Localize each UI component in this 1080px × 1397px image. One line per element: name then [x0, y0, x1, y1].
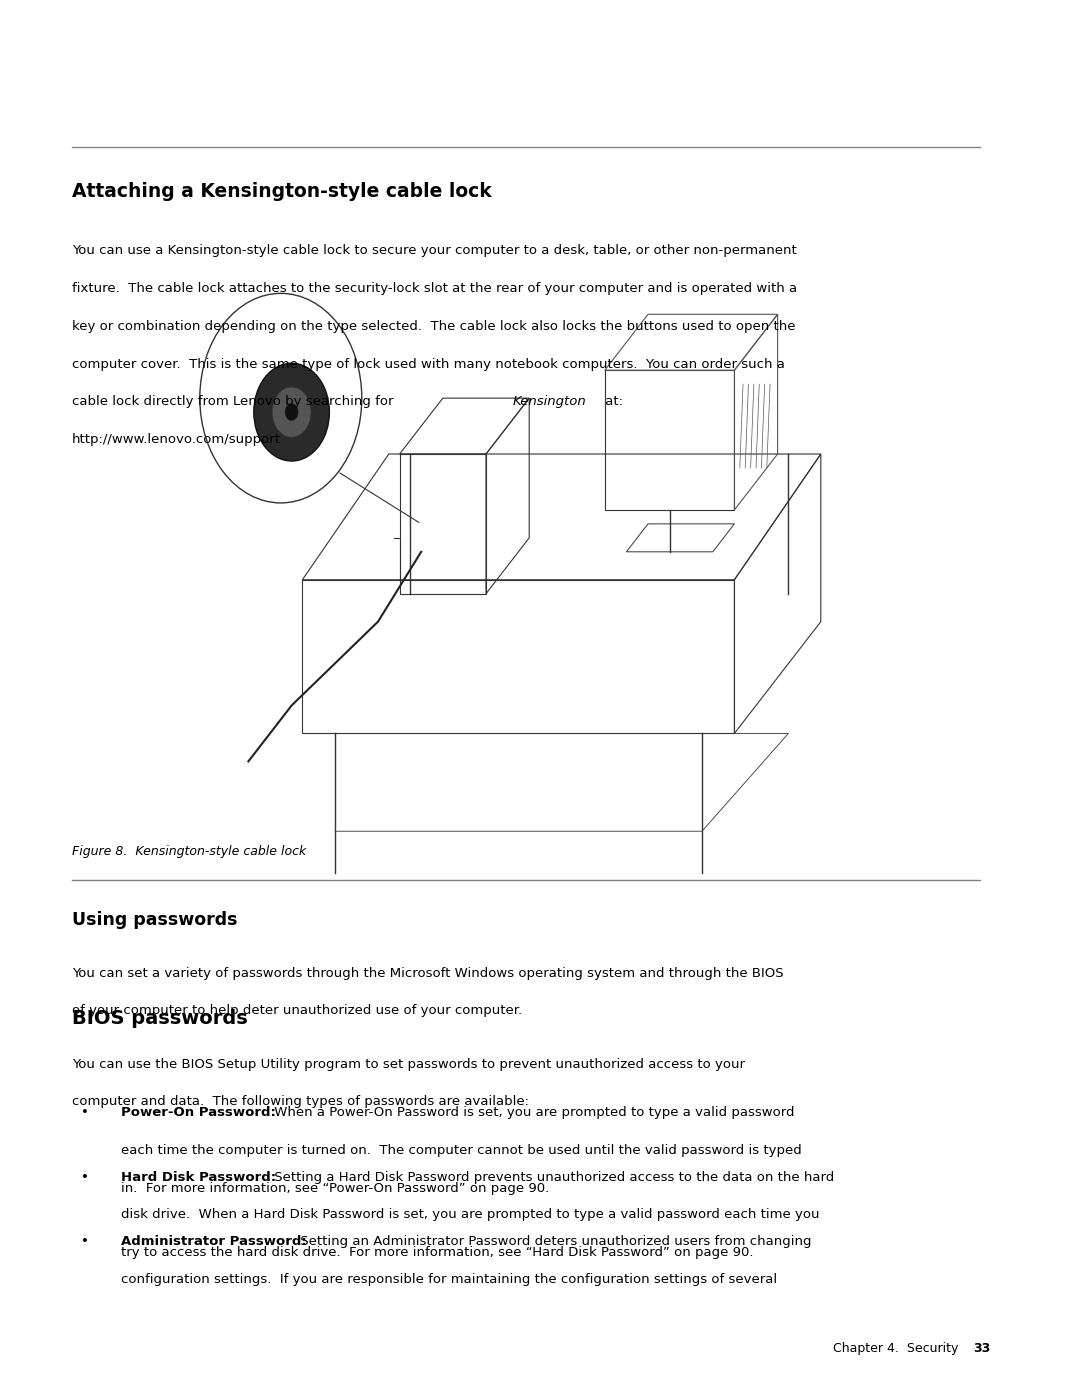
Text: When a Power-On Password is set, you are prompted to type a valid password: When a Power-On Password is set, you are…	[270, 1106, 794, 1119]
Text: •: •	[81, 1171, 89, 1183]
Text: Attaching a Kensington-style cable lock: Attaching a Kensington-style cable lock	[72, 182, 491, 201]
Text: disk drive.  When a Hard Disk Password is set, you are prompted to type a valid : disk drive. When a Hard Disk Password is…	[121, 1208, 819, 1221]
Text: computer and data.  The following types of passwords are available:: computer and data. The following types o…	[72, 1095, 529, 1108]
Text: of your computer to help deter unauthorized use of your computer.: of your computer to help deter unauthori…	[72, 1004, 522, 1017]
Text: http://www.lenovo.com/support: http://www.lenovo.com/support	[72, 433, 281, 446]
Text: You can use a Kensington-style cable lock to secure your computer to a desk, tab: You can use a Kensington-style cable loc…	[72, 244, 797, 257]
Text: at:: at:	[602, 395, 623, 408]
Text: cable lock directly from Lenovo by searching for: cable lock directly from Lenovo by searc…	[72, 395, 397, 408]
Circle shape	[254, 363, 329, 461]
Text: each time the computer is turned on.  The computer cannot be used until the vali: each time the computer is turned on. The…	[121, 1144, 801, 1157]
Text: Kensington: Kensington	[513, 395, 586, 408]
Text: computer cover.  This is the same type of lock used with many notebook computers: computer cover. This is the same type of…	[72, 358, 785, 370]
Text: Figure 8.  Kensington-style cable lock: Figure 8. Kensington-style cable lock	[72, 845, 307, 858]
Circle shape	[272, 387, 311, 437]
Text: Administrator Password:: Administrator Password:	[121, 1235, 307, 1248]
Text: 33: 33	[973, 1343, 990, 1355]
Text: You can use the BIOS Setup Utility program to set passwords to prevent unauthori: You can use the BIOS Setup Utility progr…	[72, 1058, 745, 1070]
Text: in.  For more information, see “Power-On Password” on page 90.: in. For more information, see “Power-On …	[121, 1182, 549, 1194]
Text: key or combination depending on the type selected.  The cable lock also locks th: key or combination depending on the type…	[72, 320, 796, 332]
Text: try to access the hard disk drive.  For more information, see “Hard Disk Passwor: try to access the hard disk drive. For m…	[121, 1246, 753, 1259]
Circle shape	[285, 404, 298, 420]
Text: fixture.  The cable lock attaches to the security-lock slot at the rear of your : fixture. The cable lock attaches to the …	[72, 282, 797, 295]
Text: Hard Disk Password:: Hard Disk Password:	[121, 1171, 275, 1183]
Text: Setting a Hard Disk Password prevents unauthorized access to the data on the har: Setting a Hard Disk Password prevents un…	[270, 1171, 834, 1183]
Text: Power-On Password:: Power-On Password:	[121, 1106, 275, 1119]
Text: configuration settings.  If you are responsible for maintaining the configuratio: configuration settings. If you are respo…	[121, 1273, 777, 1285]
Text: BIOS passwords: BIOS passwords	[72, 1009, 247, 1028]
Text: Chapter 4.  Security: Chapter 4. Security	[833, 1343, 958, 1355]
Text: Setting an Administrator Password deters unauthorized users from changing: Setting an Administrator Password deters…	[296, 1235, 811, 1248]
Text: •: •	[81, 1235, 89, 1248]
Text: Using passwords: Using passwords	[72, 911, 238, 929]
Text: You can set a variety of passwords through the Microsoft Windows operating syste: You can set a variety of passwords throu…	[72, 967, 784, 979]
Text: •: •	[81, 1106, 89, 1119]
